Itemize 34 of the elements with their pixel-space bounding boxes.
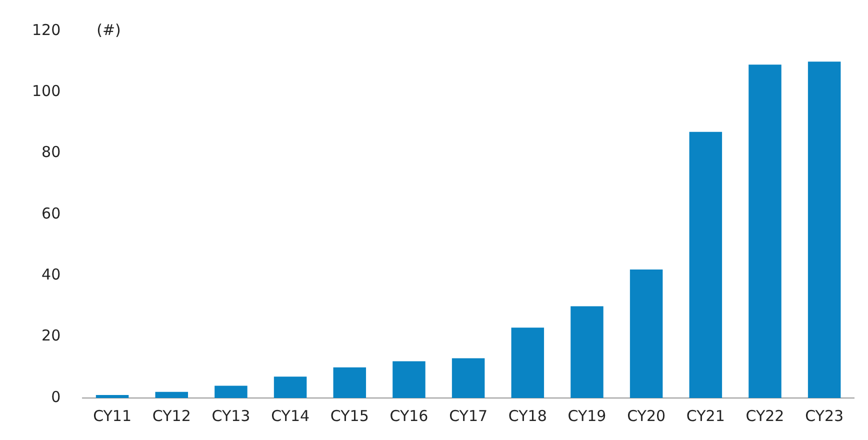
bar: [333, 367, 366, 398]
y-axis-title: (#): [96, 20, 121, 39]
bar: [274, 376, 307, 398]
x-tick-label: CY12: [152, 406, 191, 425]
x-tick-label: CY15: [330, 406, 369, 425]
y-tick-label: 80: [42, 143, 61, 162]
x-tick-label: CY19: [568, 406, 606, 425]
x-tick-label: CY21: [686, 406, 725, 425]
y-tick-label: 40: [42, 266, 61, 284]
x-tick-label: CY17: [449, 406, 488, 425]
x-tick-label: CY20: [627, 406, 666, 425]
x-tick-label: CY22: [746, 406, 784, 425]
x-tick-label: CY23: [805, 406, 844, 425]
bar: [511, 328, 544, 398]
y-tick-label: 20: [42, 326, 61, 345]
bar: [689, 132, 722, 398]
bar: [808, 62, 841, 398]
y-tick-label: 100: [32, 82, 61, 100]
bar: [630, 270, 663, 398]
bar: [155, 392, 188, 398]
bar: [452, 358, 485, 398]
bar: [392, 361, 426, 398]
bar: [748, 64, 782, 398]
x-tick-label: CY11: [93, 406, 132, 425]
bar: [570, 306, 604, 398]
bar: [96, 394, 129, 398]
x-tick-label: CY13: [212, 406, 250, 425]
x-tick-label: CY16: [390, 406, 428, 425]
y-tick-label: 60: [42, 204, 61, 222]
y-tick-label: 120: [32, 20, 61, 39]
bar: [214, 386, 248, 398]
x-tick-label: CY14: [271, 406, 310, 425]
y-tick-label: 0: [51, 388, 61, 406]
x-tick-label: CY18: [508, 406, 547, 425]
